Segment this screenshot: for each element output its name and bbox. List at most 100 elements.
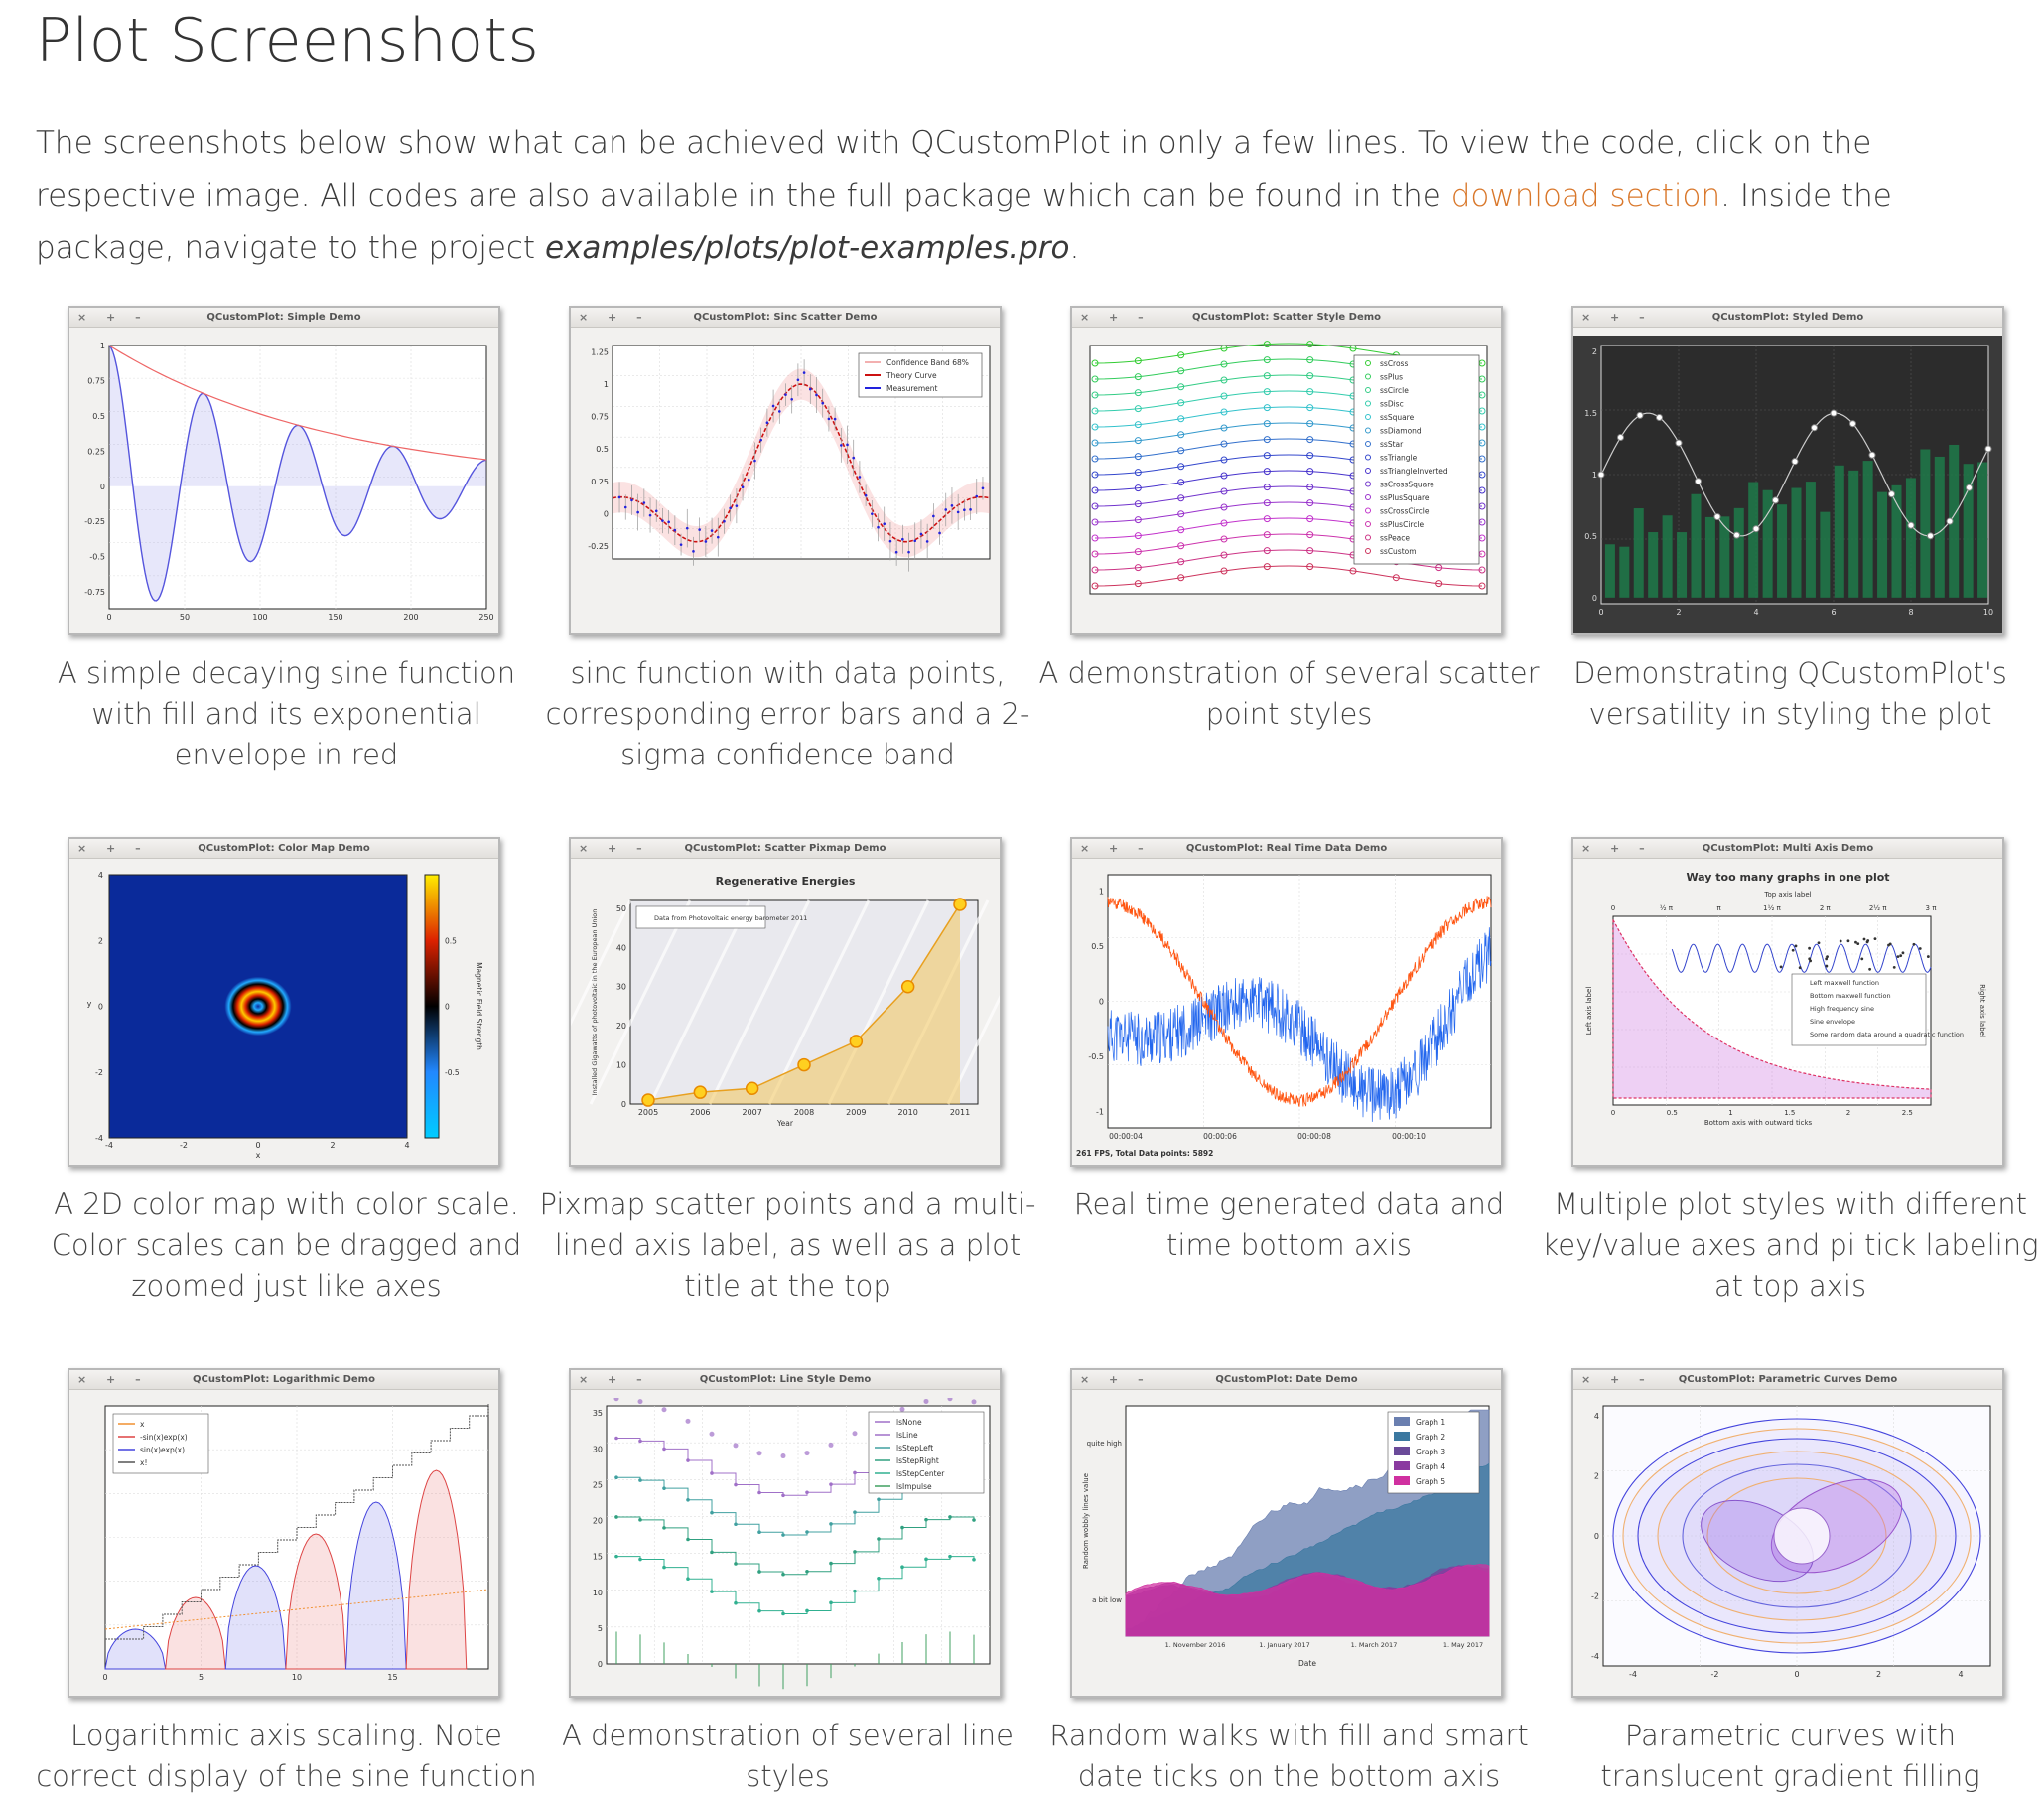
tick-label: 0.25 xyxy=(87,447,105,456)
scatter-point xyxy=(1091,391,1099,399)
bar xyxy=(1619,546,1630,598)
scatter-point xyxy=(1306,468,1314,476)
scatter-point xyxy=(1220,487,1228,495)
tick-label: 8 xyxy=(1908,608,1913,617)
axis-label: Random wobbly lines value xyxy=(1082,1473,1090,1569)
plot-canvas: 0.5 0 -0.5 Magnetic Field Strength 4 2 0 -2 -4-4… xyxy=(87,871,483,1160)
tick-label: 0.75 xyxy=(87,376,105,385)
random-point xyxy=(1854,940,1857,944)
data-point xyxy=(648,513,652,517)
tick-label: 1 xyxy=(100,342,105,350)
legend-label: ssCircle xyxy=(1380,386,1409,395)
data-point xyxy=(883,522,886,525)
screenshot-thumbnail[interactable]: × + – QCustomPlot: Real Time Data Demo 1 0.… xyxy=(1070,837,1503,1167)
window-titlebar: × + – QCustomPlot: Color Map Demo xyxy=(69,839,498,859)
random-point xyxy=(1868,967,1872,971)
line-point xyxy=(1830,409,1838,417)
axis-label: y xyxy=(87,1000,92,1009)
data-point xyxy=(969,508,972,511)
random-point xyxy=(1808,946,1811,950)
legend-label: ssPlus xyxy=(1380,373,1403,382)
bar xyxy=(1905,478,1916,598)
scatter-point xyxy=(1091,566,1099,574)
legend-label: ssPeace xyxy=(1380,534,1410,543)
plot-canvas: ssCross ssPlus ssCircle ssDisc ssSquare ssDia… xyxy=(1089,341,1488,595)
tick-label: 1. March 2017 xyxy=(1351,1641,1398,1649)
plot-canvas: 1 0.5 0 -0.5 -1 00:00:04 00:00:06 00:00:08 00:00… xyxy=(1076,874,1492,1158)
download-section-link[interactable]: download section xyxy=(1450,178,1721,213)
legend-label: x xyxy=(140,1420,145,1429)
bar xyxy=(1834,465,1844,598)
screenshot-thumbnail[interactable]: × + – QCustomPlot: Styled Demo 2 1.5 1 0.5 0 0 2… xyxy=(1571,306,2004,635)
scatter-point xyxy=(709,1431,715,1437)
legend-swatch xyxy=(1365,414,1371,420)
tick-label: 4 xyxy=(98,871,103,880)
tick-label: 1 xyxy=(1099,888,1104,897)
scatter-point xyxy=(1435,564,1443,572)
data-point xyxy=(864,493,868,497)
screenshot-thumbnail[interactable]: × + – QCustomPlot: Sinc Scatter Demo 1.25 1… xyxy=(569,306,1002,635)
screenshot-thumbnail[interactable]: × + – QCustomPlot: Logarithmic Demo x -sin(… xyxy=(68,1368,500,1698)
data-point xyxy=(956,510,960,514)
legend-label: Graph 4 xyxy=(1416,1462,1445,1471)
data-point xyxy=(833,417,837,421)
bar xyxy=(1777,504,1788,598)
screenshot-thumbnail[interactable]: × + – QCustomPlot: Line Style Demo lsNone l… xyxy=(569,1368,1002,1698)
scatter-point xyxy=(1134,437,1142,445)
log-sine-lobe xyxy=(345,1501,407,1670)
data-point xyxy=(840,444,843,447)
random-point xyxy=(1839,939,1842,943)
data-point xyxy=(944,508,948,511)
sun-marker xyxy=(745,1081,759,1095)
window-buttons-icon: × + – xyxy=(1080,842,1152,855)
random-point xyxy=(1873,937,1877,941)
theory-curve xyxy=(612,383,991,543)
screenshot-thumbnail[interactable]: × + – QCustomPlot: Multi Axis Demo Way too… xyxy=(1571,837,2004,1167)
data-point xyxy=(790,397,793,401)
random-point xyxy=(1794,944,1798,948)
line-point xyxy=(972,1557,976,1562)
bar xyxy=(1704,516,1715,598)
plot-canvas: 1.25 1 0.75 0.5 0.25 0 -0.25 Confidence Band 68… xyxy=(588,345,991,572)
scatter-point xyxy=(613,1398,619,1402)
data-point xyxy=(784,393,787,396)
color-map xyxy=(108,874,408,1139)
tick-label: 2009 xyxy=(846,1108,866,1117)
bar xyxy=(1920,449,1931,598)
random-point xyxy=(1901,951,1905,955)
screenshot-thumbnail[interactable]: × + – QCustomPlot: Scatter Style Demo ssCr… xyxy=(1070,306,1503,635)
line-point xyxy=(1617,434,1624,442)
axis-label: Bottom axis with outward ticks xyxy=(1704,1119,1813,1127)
tick-label: 0 xyxy=(102,1673,107,1682)
sun-marker xyxy=(849,1035,864,1048)
screenshot-thumbnail[interactable]: × + – QCustomPlot: Color Map Demo 0.5 0 -0.5… xyxy=(68,837,500,1167)
scatter-point xyxy=(1349,567,1357,575)
sun-marker xyxy=(900,979,915,994)
data-point xyxy=(932,514,935,518)
screenshot-thumbnail[interactable]: × + – QCustomPlot: Scatter Pixmap Demo Reg… xyxy=(569,837,1002,1167)
scatter-point xyxy=(1220,376,1228,384)
window-buttons-icon: × + – xyxy=(1581,842,1653,855)
screenshot-thumbnail[interactable]: × + – QCustomPlot: Date Demo Graph 1 Graph … xyxy=(1070,1368,1503,1698)
tick-label: -1 xyxy=(1096,1107,1104,1116)
screenshot-thumbnail[interactable]: × + – QCustomPlot: Simple Demo 1 0.75 0.5 0.2… xyxy=(68,306,500,635)
legend-swatch xyxy=(1394,1476,1410,1485)
line-point xyxy=(1713,513,1721,521)
tick-label: 0 xyxy=(1611,1109,1615,1117)
intro-text-end: . xyxy=(1069,230,1080,266)
tick-label: 50 xyxy=(180,613,190,622)
window-buttons-icon: × + – xyxy=(579,842,650,855)
data-point xyxy=(907,550,910,554)
bar xyxy=(1949,444,1960,598)
legend-label: ssCrossSquare xyxy=(1380,481,1434,489)
plot-canvas: x -sin(x)exp(x) sin(x)exp(x) x! 0 5 10 15 xyxy=(102,1403,489,1682)
scatter-point xyxy=(1263,531,1271,539)
axis-label: Year xyxy=(776,1119,794,1128)
screenshot-caption: sinc function with data points, correspo… xyxy=(545,656,1030,771)
plot-canvas: 2 1.5 1 0.5 00 2 4 6 8 10 xyxy=(1573,336,2002,633)
screenshot-thumbnail[interactable]: × + – QCustomPlot: Parametric Curves Demo… xyxy=(1571,1368,2004,1698)
legend-swatch xyxy=(1365,534,1371,541)
tick-label: 25 xyxy=(593,1480,603,1489)
bar xyxy=(1604,544,1615,598)
scatter-point xyxy=(1263,388,1271,396)
